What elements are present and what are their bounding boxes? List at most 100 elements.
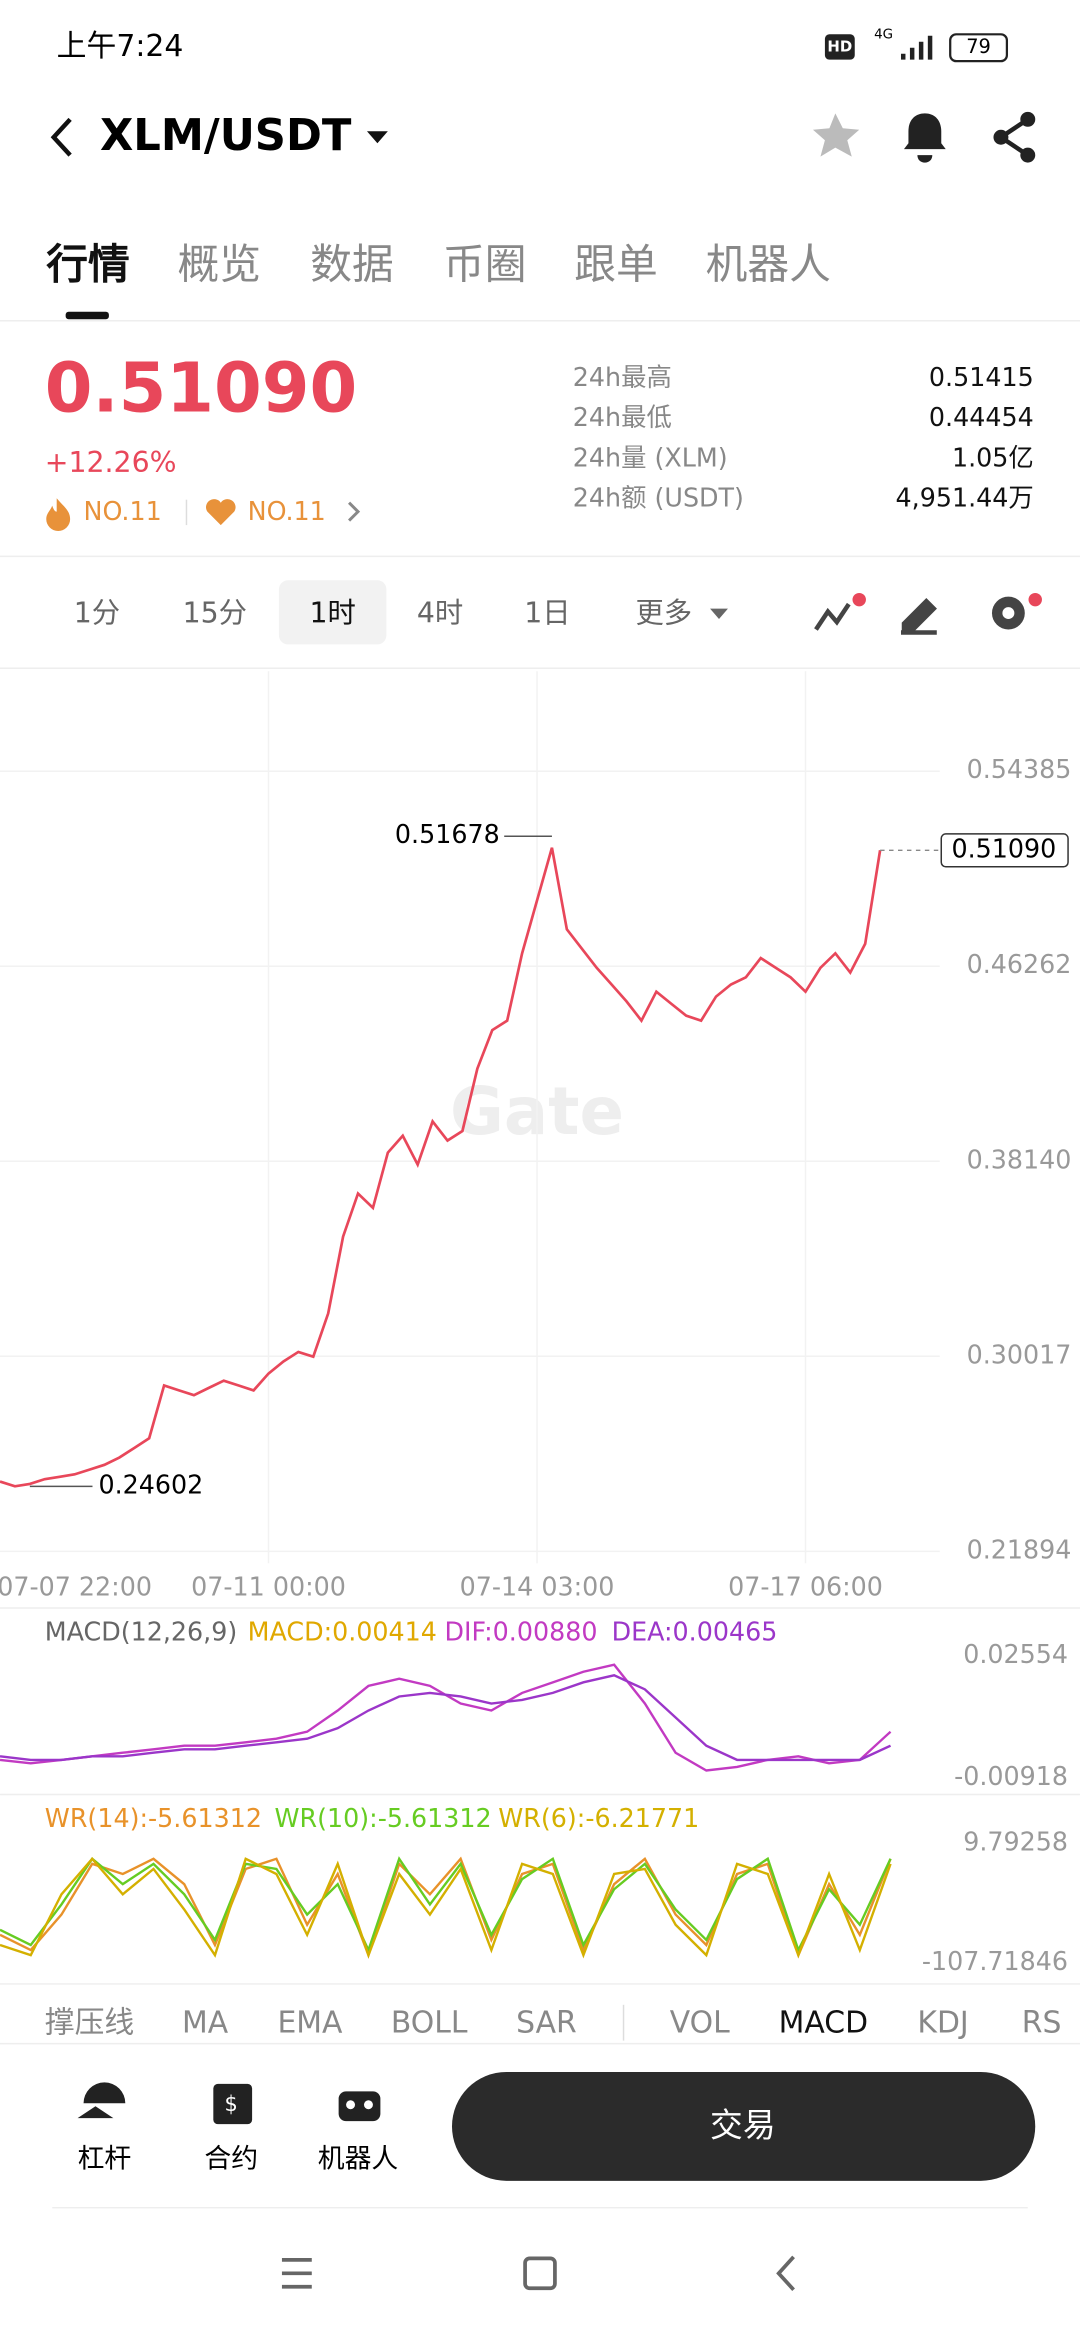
y-tick-label: -0.00918 <box>954 1761 1068 1791</box>
legend-label: MACD:0.00414 <box>248 1616 437 1646</box>
signal <box>900 35 933 60</box>
settings-hole <box>1002 607 1015 620</box>
series-line <box>0 1856 892 1959</box>
action-label[interactable]: 杠杆 <box>78 2143 132 2174</box>
stat-label: 24h额 (USDT) <box>573 483 744 513</box>
y-tick-label: 0.30017 <box>967 1339 1072 1369</box>
interval[interactable]: 1日 <box>524 597 570 630</box>
price-tag <box>940 833 1069 868</box>
y-tick-label: 0.38140 <box>967 1144 1072 1174</box>
action-label[interactable]: 合约 <box>204 2143 258 2174</box>
x-tick-label: 07-14 03:00 <box>460 1572 615 1602</box>
action-label[interactable]: 机器人 <box>318 2143 399 2174</box>
stat-label: 24h量 (XLM) <box>573 442 728 472</box>
interval[interactable]: 1分 <box>74 597 120 630</box>
leverage-icon[interactable] <box>77 2082 126 2119</box>
tab[interactable]: 机器人 <box>706 240 831 289</box>
y-tick-label: 0.21894 <box>967 1534 1072 1564</box>
robot-eye <box>346 2100 356 2110</box>
hd-text: HD <box>827 38 852 56</box>
legend-entry: WR(14):-5.61312 <box>45 1803 262 1833</box>
tab[interactable]: 币圈 <box>443 240 526 289</box>
tab[interactable]: 概览 <box>178 240 262 289</box>
tab[interactable]: 数据 <box>310 240 394 289</box>
indicator[interactable]: RS <box>1022 2006 1062 2041</box>
legend-entry: DEA:0.00465 <box>612 1616 778 1646</box>
indicator[interactable]: KDJ <box>917 2006 968 2041</box>
tab-indicator <box>65 311 109 320</box>
trade-button[interactable] <box>451 2071 1036 2181</box>
status-time: 上午7:24 <box>57 29 184 64</box>
share[interactable] <box>993 111 1036 163</box>
nav-back[interactable] <box>776 2255 795 2291</box>
bottom-icons <box>77 2082 381 2125</box>
dot <box>852 592 866 607</box>
rank-fav: NO.11 <box>248 496 326 526</box>
x-tick-label: 07-07 22:00 <box>0 1572 152 1602</box>
pair[interactable]: XLM/USDT <box>100 111 352 161</box>
stat-value: 0.44454 <box>929 402 1034 432</box>
contract-symbol: $ <box>225 2092 238 2116</box>
legend-title: MACD(12,26,9) <box>45 1616 237 1646</box>
contract-icon[interactable] <box>213 2083 253 2125</box>
interval[interactable]: 15分 <box>183 597 247 630</box>
fav-icon <box>206 499 236 526</box>
annotation-label: 0.24602 <box>98 1469 203 1499</box>
interval[interactable]: 更多 <box>635 597 692 630</box>
rank-hot: NO.11 <box>84 496 162 526</box>
indicator[interactable]: SAR <box>516 2006 577 2041</box>
stat-value: 0.51415 <box>929 362 1034 392</box>
tab[interactable]: 行情 <box>46 240 130 289</box>
indicator[interactable]: VOL <box>670 2006 730 2041</box>
battery <box>949 33 1009 63</box>
x-tick-label: 07-11 00:00 <box>191 1572 346 1602</box>
back[interactable] <box>50 117 72 157</box>
robot-icon[interactable] <box>338 2091 381 2122</box>
network: 4G <box>874 27 893 42</box>
dropdown[interactable] <box>710 608 728 620</box>
change: +12.26% <box>45 446 177 479</box>
indicator[interactable]: BOLL <box>391 2006 468 2041</box>
interval[interactable]: 1时 <box>309 597 355 630</box>
y-tick-label: 0.54385 <box>967 754 1072 784</box>
price: 0.51090 <box>45 348 357 428</box>
pair-dropdown[interactable] <box>366 131 388 144</box>
y-tick-label: 0.02554 <box>963 1639 1068 1669</box>
indicator[interactable]: MA <box>182 2006 229 2041</box>
tab[interactable]: 跟单 <box>574 240 658 289</box>
legend-entry: DIF:0.00880 <box>445 1616 598 1646</box>
indicator[interactable]: EMA <box>277 2006 343 2041</box>
legend-entry: WR(6):-6.21771 <box>498 1803 699 1833</box>
stat-label: 24h最低 <box>573 402 672 432</box>
bell[interactable] <box>903 113 946 163</box>
indicator-icon[interactable] <box>814 602 851 631</box>
battery-level: 79 <box>966 35 991 58</box>
dot <box>1028 592 1042 607</box>
series-line <box>0 1856 892 1959</box>
y-tick-label: 0.46262 <box>967 949 1072 979</box>
indicator[interactable]: 撑压线 <box>45 2006 134 2041</box>
trade-label[interactable]: 交易 <box>710 2107 776 2145</box>
nav-menu[interactable] <box>281 2258 312 2289</box>
annotation-label: 0.51678 <box>395 819 500 849</box>
series-line <box>0 847 882 1488</box>
series-line <box>0 1856 892 1954</box>
x-tick-label: 07-17 06:00 <box>728 1572 883 1602</box>
stat-value: 4,951.44万 <box>896 483 1034 513</box>
series-line <box>0 1674 892 1762</box>
more-arrow[interactable] <box>348 501 361 522</box>
draw-icon[interactable] <box>900 597 937 635</box>
indicator[interactable]: MACD <box>779 2006 868 2041</box>
interval[interactable]: 4时 <box>417 597 463 630</box>
hot-icon <box>46 498 71 532</box>
y-tick-label: 9.79258 <box>963 1827 1068 1857</box>
stat-label: 24h最高 <box>573 362 672 392</box>
stat-value: 1.05亿 <box>952 442 1034 472</box>
legend-entry: WR(10):-5.61312 <box>274 1803 491 1833</box>
nav-home[interactable] <box>523 2256 557 2291</box>
star[interactable] <box>812 113 860 157</box>
price-tag-label: 0.51090 <box>952 833 1057 863</box>
interval-active-bg <box>278 580 387 645</box>
